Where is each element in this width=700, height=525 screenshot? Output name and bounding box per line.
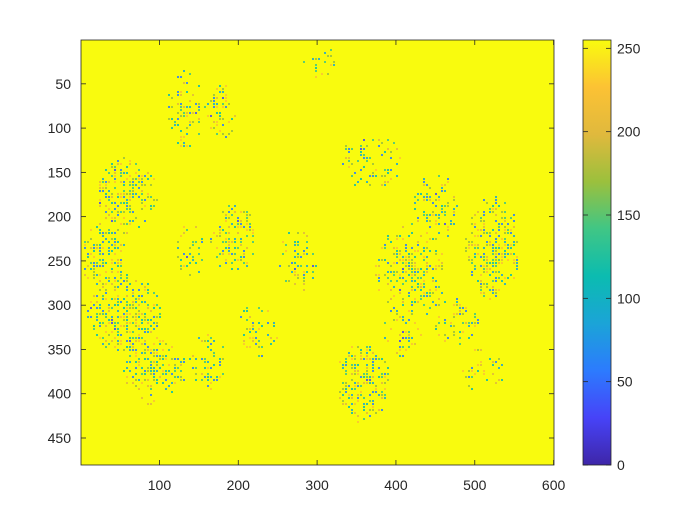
- colorbar-tick-label: 50: [617, 374, 633, 390]
- x-tick-label: 400: [384, 477, 408, 493]
- y-tick-label: 450: [48, 430, 72, 446]
- colorbar-tick-label: 150: [617, 207, 641, 223]
- heatmap-texture: [84, 49, 518, 423]
- colorbar-ticks: 0 50 100 150 200 250: [583, 40, 641, 473]
- colorbar-tick-label: 250: [617, 40, 641, 56]
- y-tick-label: 150: [48, 164, 72, 180]
- y-tick-label: 250: [48, 253, 72, 269]
- plot-area: [80, 39, 555, 466]
- y-axis: 50 100 150 200 250 300 350 400 450: [48, 76, 554, 446]
- x-axis: 100 200 300 400 500 600: [148, 40, 566, 493]
- y-tick-label: 200: [48, 209, 72, 225]
- plot-background: [81, 40, 554, 465]
- x-tick-label: 300: [305, 477, 329, 493]
- colorbar-tick-label: 200: [617, 124, 641, 140]
- colorbar-tick-label: 0: [617, 457, 625, 473]
- x-tick-label: 100: [148, 477, 172, 493]
- colorbar-tick-label: 100: [617, 290, 641, 306]
- y-tick-label: 50: [55, 76, 71, 92]
- y-tick-label: 350: [48, 341, 72, 357]
- colorbar-gradient: [583, 40, 611, 465]
- colorbar-frame: [582, 39, 612, 466]
- y-tick-label: 100: [48, 120, 72, 136]
- heatmap-speckle: [84, 82, 515, 417]
- x-tick-label: 500: [463, 477, 487, 493]
- x-tick-label: 200: [227, 477, 251, 493]
- x-tick-label: 600: [542, 477, 566, 493]
- colorbar: 0 50 100 150 200 250: [582, 39, 641, 473]
- y-tick-label: 400: [48, 386, 72, 402]
- y-tick-label: 300: [48, 297, 72, 313]
